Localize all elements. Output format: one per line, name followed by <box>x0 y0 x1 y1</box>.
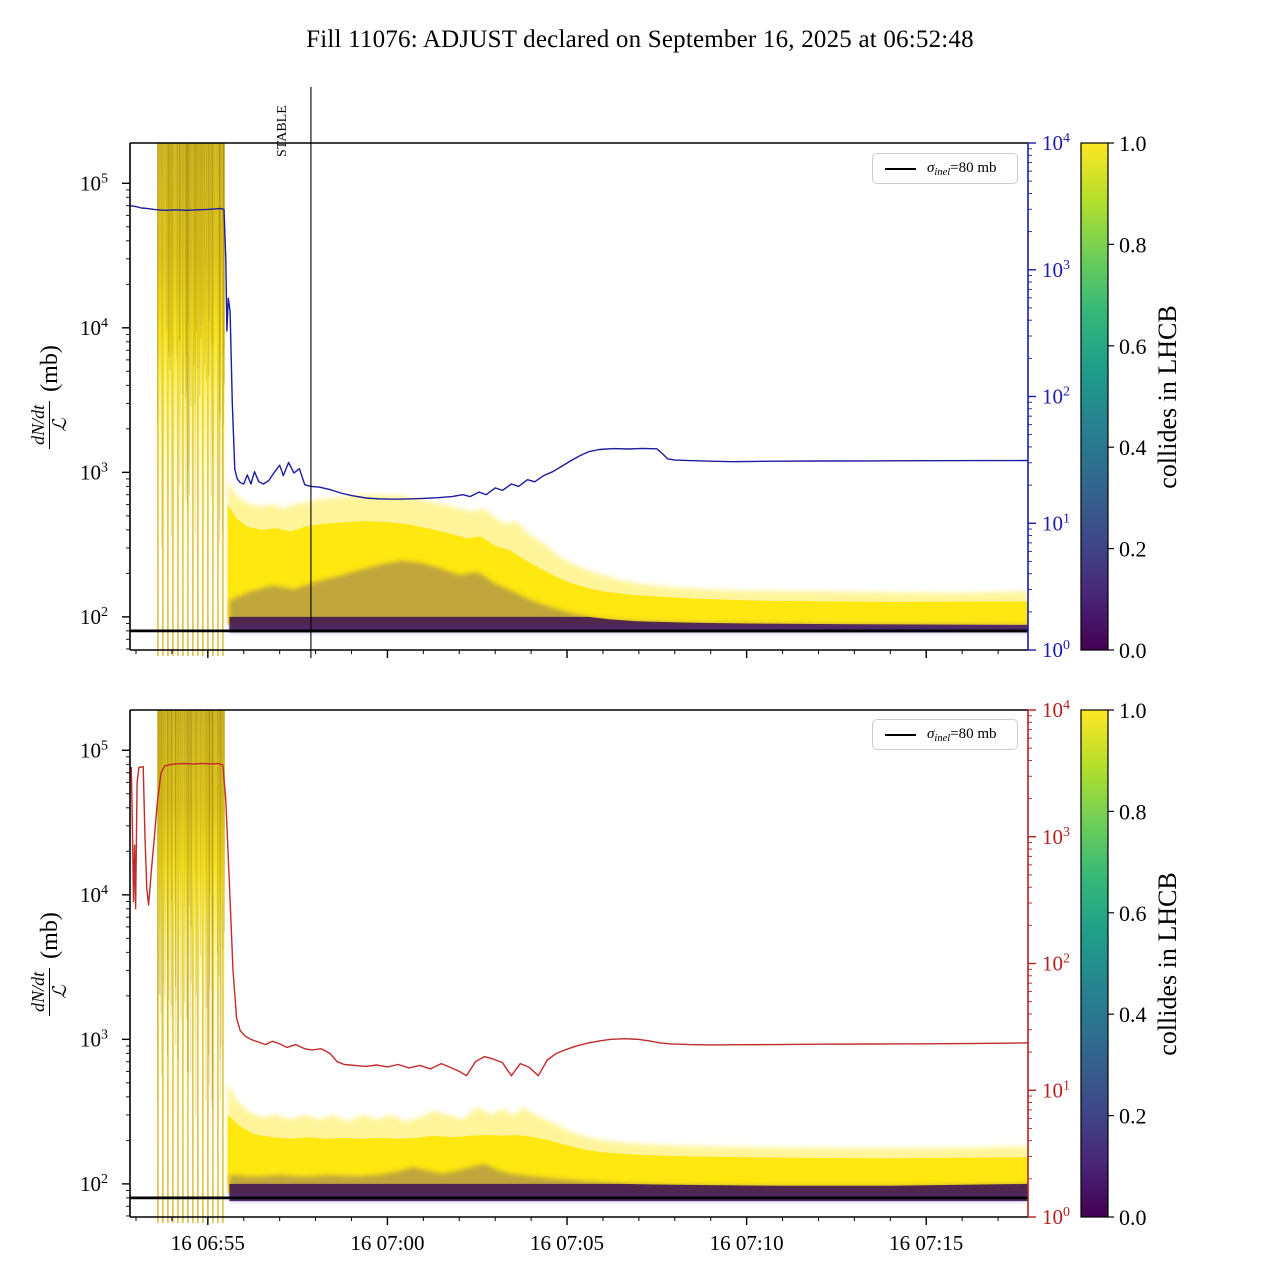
unit-label: (mb) <box>36 912 63 959</box>
colorbar-tick-label: 0.8 <box>1119 232 1147 257</box>
injection-block <box>157 710 225 1217</box>
log-tick-label: 102 <box>1042 385 1070 409</box>
log-tick-label: 104 <box>80 883 108 907</box>
fraction-denominator: ℒ <box>49 985 71 999</box>
log-tick-label: 103 <box>80 460 108 484</box>
y-axis-left-ticks: 102 103 104 105 <box>80 738 130 1217</box>
fraction: dN/dt ℒ <box>28 967 71 1016</box>
sigma-subscript: inel <box>934 166 951 178</box>
axes-spines <box>129 142 1029 651</box>
x-tick-label: 16 07:00 <box>350 1231 424 1255</box>
fraction-numerator: dN/dt <box>28 400 50 449</box>
log-tick-label: 101 <box>1042 1078 1070 1102</box>
x-axis-ticks: 16 06:55 16 07:00 16 07:05 16 07:10 16 07:15 <box>135 1217 999 1255</box>
legend-top: σinel=80 mb <box>872 153 1018 184</box>
log-tick-label: 100 <box>1042 1205 1070 1229</box>
legend-value: =80 mb <box>950 725 997 742</box>
log-tick-label: 101 <box>1042 511 1070 535</box>
colorbar-tick-label: 0.6 <box>1119 334 1147 359</box>
log-tick-label: 104 <box>1042 131 1070 155</box>
log-tick-label: 104 <box>80 316 108 340</box>
bunch-band <box>227 479 1028 633</box>
panel-top: 102 103 104 105 100 101 102 103 104 1.0 0.8 0.6 0.4 0… <box>80 87 1147 663</box>
sigma-symbol: σ <box>927 159 935 176</box>
colorbar: 1.0 0.8 0.6 0.4 0.2 0.0 <box>1080 698 1147 1230</box>
log-tick-label: 102 <box>80 1172 108 1196</box>
colorbar-tick-label: 0.4 <box>1119 435 1147 460</box>
colorbar-tick-label: 0.0 <box>1119 1205 1147 1230</box>
log-tick-label: 100 <box>1042 638 1070 662</box>
colorbar-tick-label: 0.2 <box>1119 1104 1147 1129</box>
unit-label: (mb) <box>36 345 63 392</box>
injection-block <box>157 143 225 650</box>
x-tick-label: 16 07:15 <box>889 1231 963 1255</box>
band-purple-dark <box>229 616 1028 633</box>
rate-line-dNdt-over-L-red <box>130 762 1028 1077</box>
sigma-line-sample <box>885 733 916 736</box>
colorbar-label-top: collides in LHCB <box>1153 305 1182 489</box>
sigma-line-sample <box>885 167 916 170</box>
colorbar-tick-label: 0.0 <box>1119 638 1147 663</box>
log-tick-label: 105 <box>80 171 108 195</box>
fraction-denominator: ℒ <box>49 418 71 432</box>
stable-annotation: STABLE <box>275 105 290 157</box>
legend-value: =80 mb <box>950 159 997 176</box>
y-axis-left-ticks: 102 103 104 105 <box>80 171 130 650</box>
y-axis-right-ticks: 100 101 102 103 104 <box>1028 131 1070 662</box>
colorbar-tick-label: 1.0 <box>1119 698 1147 723</box>
colorbar-tick-label: 1.0 <box>1119 131 1147 156</box>
colorbar-tick-label: 0.6 <box>1119 901 1147 926</box>
x-tick-label: 16 07:10 <box>710 1231 784 1255</box>
figure-title: Fill 11076: ADJUST declared on September… <box>306 26 974 53</box>
bunch-band <box>227 1082 1028 1202</box>
y-axis-right-ticks: 100 101 102 103 104 <box>1028 698 1070 1229</box>
log-tick-label: 102 <box>1042 952 1070 976</box>
fraction: dN/dt ℒ <box>28 400 71 449</box>
colorbar-gradient <box>1080 709 1109 1218</box>
log-tick-label: 105 <box>80 738 108 762</box>
log-tick-label: 102 <box>80 605 108 629</box>
y-axis-label-bottom: dN/dt ℒ (mb) <box>15 854 85 1074</box>
fraction-numerator: dN/dt <box>28 967 50 1016</box>
x-axis-ticks <box>135 650 999 658</box>
x-tick-label: 16 06:55 <box>171 1231 245 1255</box>
sigma-symbol: σ <box>927 725 935 742</box>
colorbar-label-bottom: collides in LHCB <box>1153 872 1182 1056</box>
legend-bottom: σinel=80 mb <box>872 719 1018 750</box>
log-tick-label: 104 <box>1042 698 1070 722</box>
legend-text: σinel=80 mb <box>927 726 997 744</box>
panel-bottom: 16 06:55 16 07:00 16 07:05 16 07:10 16 07:15… <box>80 698 1147 1255</box>
colorbar-gradient <box>1080 142 1109 651</box>
log-tick-label: 103 <box>1042 258 1070 282</box>
colorbar: 1.0 0.8 0.6 0.4 0.2 0.0 <box>1080 131 1147 663</box>
y-axis-label-top: dN/dt ℒ (mb) <box>15 287 85 507</box>
log-tick-label: 103 <box>1042 825 1070 849</box>
colorbar-tick-label: 0.2 <box>1119 537 1147 562</box>
band-purple-wisps <box>229 560 1028 633</box>
log-tick-label: 103 <box>80 1027 108 1051</box>
sigma-subscript: inel <box>934 732 951 744</box>
rate-line-dNdt-over-L-blue <box>130 205 1028 500</box>
colorbar-tick-label: 0.4 <box>1119 1002 1147 1027</box>
legend-text: σinel=80 mb <box>927 160 997 178</box>
x-tick-label: 16 07:05 <box>530 1231 604 1255</box>
colorbar-tick-label: 0.8 <box>1119 799 1147 824</box>
